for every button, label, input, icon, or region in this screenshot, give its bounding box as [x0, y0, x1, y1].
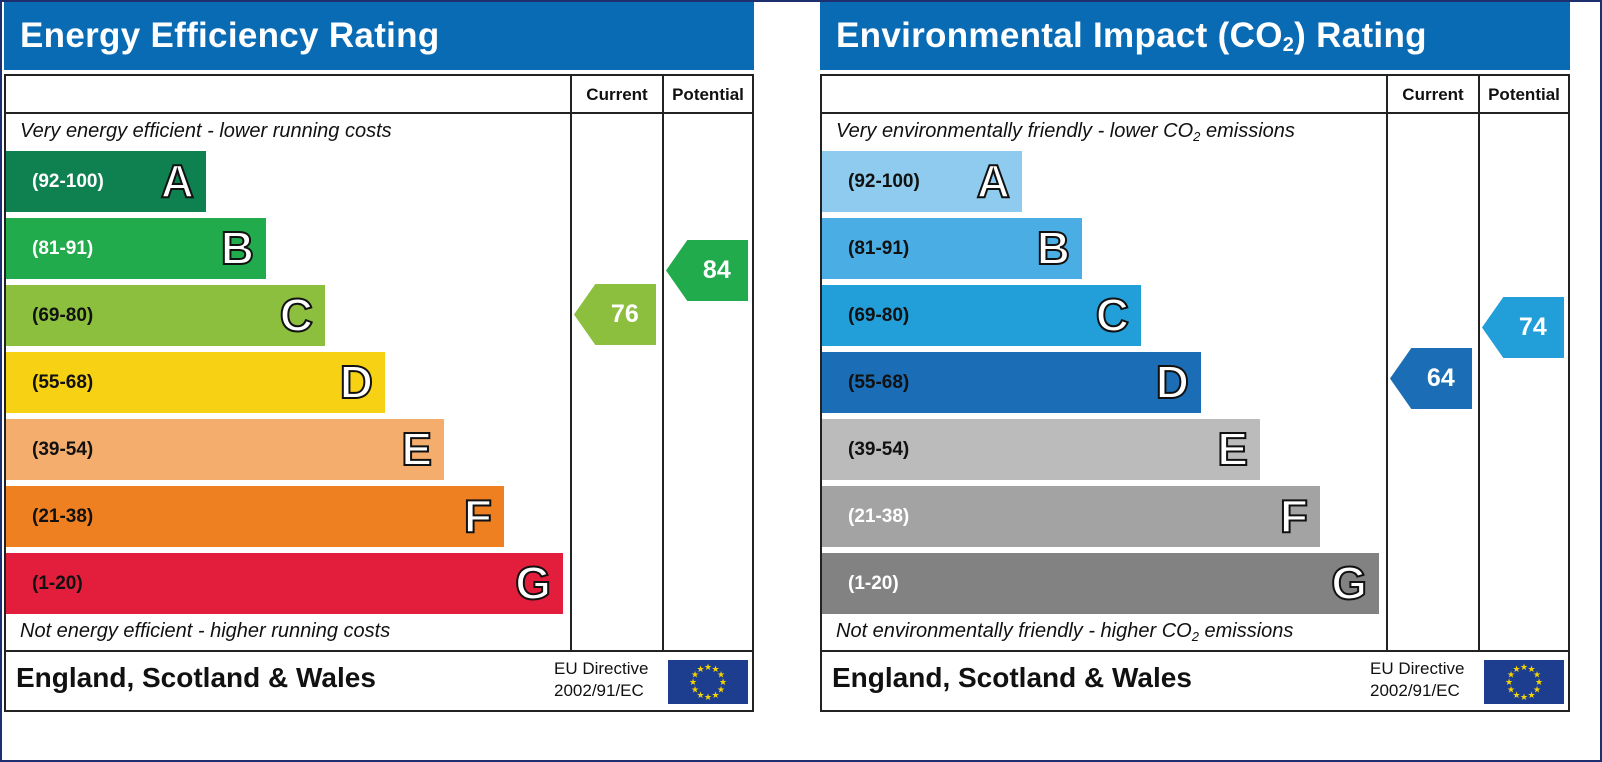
eu-star-icon: ★ — [1533, 685, 1541, 695]
eu-star-icon: ★ — [717, 685, 725, 695]
eu-star-icon: ★ — [711, 690, 719, 700]
eu-directive-line2: 2002/91/EC — [554, 681, 644, 700]
eu-directive-line1: EU Directive — [554, 659, 649, 678]
eu-star-icon: ★ — [696, 664, 704, 674]
band-range-label: (55-68) — [848, 372, 910, 393]
band-a: (92-100) A — [822, 151, 1022, 212]
footer-country: England, Scotland & Wales — [832, 662, 1192, 693]
band-c: (69-80) C — [6, 285, 325, 346]
eu-star-icon: ★ — [691, 670, 699, 680]
band-f: (21-38) F — [6, 486, 504, 547]
band-letter: F — [1279, 489, 1309, 543]
band-range-label: (81-91) — [32, 238, 94, 259]
eu-star-icon: ★ — [719, 677, 727, 687]
band-e: (39-54) E — [6, 419, 444, 480]
band-range-label: (21-38) — [848, 506, 910, 527]
eu-directive: EU Directive 2002/91/EC — [1370, 658, 1464, 702]
eu-star-icon: ★ — [689, 677, 697, 687]
bottom-caption: Not environmentally friendly - higher CO… — [836, 620, 1294, 644]
potential-rating-arrow: 84 — [666, 240, 748, 301]
band-range-label: (69-80) — [848, 305, 910, 326]
band-letter: E — [1216, 422, 1249, 476]
eu-star-icon: ★ — [1512, 690, 1520, 700]
current-column-header: Current — [586, 85, 648, 104]
band-b: (81-91) B — [6, 218, 266, 279]
band-range-label: (39-54) — [32, 439, 94, 460]
eu-directive-line2: 2002/91/EC — [1370, 681, 1460, 700]
environmental-impact-panel: Environmental Impact (CO2) Rating Curren… — [820, 2, 1572, 714]
band-letter: D — [1155, 355, 1190, 409]
energy-efficiency-title: Energy Efficiency Rating — [4, 2, 754, 70]
band-range-label: (1-20) — [848, 573, 899, 594]
band-letter: B — [220, 221, 255, 275]
eu-star-icon: ★ — [1507, 670, 1515, 680]
current-rating-arrow: 64 — [1390, 348, 1472, 409]
band-letter: C — [1095, 288, 1130, 342]
band-range-label: (21-38) — [32, 506, 94, 527]
eu-directive: EU Directive 2002/91/EC — [554, 658, 648, 702]
eu-star-icon: ★ — [711, 664, 719, 674]
potential-rating-value: 74 — [1518, 313, 1547, 341]
band-d: (55-68) D — [822, 352, 1201, 413]
environmental-impact-title: Environmental Impact (CO2) Rating — [820, 2, 1570, 70]
band-g: (1-20) G — [822, 553, 1379, 614]
footer-country: England, Scotland & Wales — [16, 662, 376, 693]
current-rating-arrow: 76 — [574, 284, 656, 345]
eu-star-icon: ★ — [1527, 690, 1535, 700]
band-g: (1-20) G — [6, 553, 563, 614]
eu-directive-line1: EU Directive — [1370, 659, 1465, 678]
eu-star-icon: ★ — [704, 692, 712, 702]
band-letter: E — [400, 422, 433, 476]
eu-star-icon: ★ — [1512, 664, 1520, 674]
band-letter: B — [1036, 221, 1071, 275]
eu-flag-icon: ★ ★★★★★★★★★★★ — [668, 660, 748, 704]
eu-star-icon: ★ — [717, 670, 725, 680]
band-letter: D — [339, 355, 374, 409]
top-caption: Very environmentally friendly - lower CO… — [836, 120, 1295, 144]
eu-star-icon: ★ — [1520, 692, 1528, 702]
eu-star-icon: ★ — [1520, 662, 1528, 672]
current-rating-value: 64 — [1426, 364, 1455, 392]
band-d: (55-68) D — [6, 352, 385, 413]
band-b: (81-91) B — [822, 218, 1082, 279]
band-letter: C — [279, 288, 314, 342]
eu-star-icon: ★ — [691, 685, 699, 695]
potential-column-header: Potential — [672, 85, 744, 104]
band-range-label: (1-20) — [32, 573, 83, 594]
band-range-label: (92-100) — [848, 171, 920, 192]
band-letter: F — [463, 489, 493, 543]
energy-efficiency-panel: Energy Efficiency Rating Current Potenti… — [4, 2, 756, 714]
band-range-label: (55-68) — [32, 372, 94, 393]
eu-star-icon: ★ — [1533, 670, 1541, 680]
band-e: (39-54) E — [822, 419, 1260, 480]
current-rating-value: 76 — [610, 300, 639, 328]
band-letter: G — [514, 556, 552, 610]
band-a: (92-100) A — [6, 151, 206, 212]
band-range-label: (81-91) — [848, 238, 910, 259]
eu-star-icon: ★ — [1505, 677, 1513, 687]
environmental-impact-box: Current Potential Very environmentally f… — [820, 74, 1570, 712]
top-caption: Very energy efficient - lower running co… — [20, 120, 392, 142]
band-letter: G — [1330, 556, 1368, 610]
eu-star-icon: ★ — [696, 690, 704, 700]
energy-efficiency-box: Current Potential Very energy efficient … — [4, 74, 754, 712]
eu-star-icon: ★ — [704, 662, 712, 672]
eu-star-icon: ★ — [1507, 685, 1515, 695]
band-f: (21-38) F — [822, 486, 1320, 547]
eu-flag-icon: ★ ★★★★★★★★★★★ — [1484, 660, 1564, 704]
potential-rating-arrow: 74 — [1482, 297, 1564, 358]
bottom-caption: Not energy efficient - higher running co… — [20, 620, 391, 642]
potential-rating-value: 84 — [702, 256, 731, 284]
band-c: (69-80) C — [822, 285, 1141, 346]
band-letter: A — [976, 154, 1011, 208]
band-range-label: (39-54) — [848, 439, 910, 460]
band-letter: A — [160, 154, 195, 208]
eu-star-icon: ★ — [1527, 664, 1535, 674]
potential-column-header: Potential — [1488, 85, 1560, 104]
band-range-label: (92-100) — [32, 171, 104, 192]
eu-star-icon: ★ — [1535, 677, 1543, 687]
current-column-header: Current — [1402, 85, 1464, 104]
band-range-label: (69-80) — [32, 305, 94, 326]
